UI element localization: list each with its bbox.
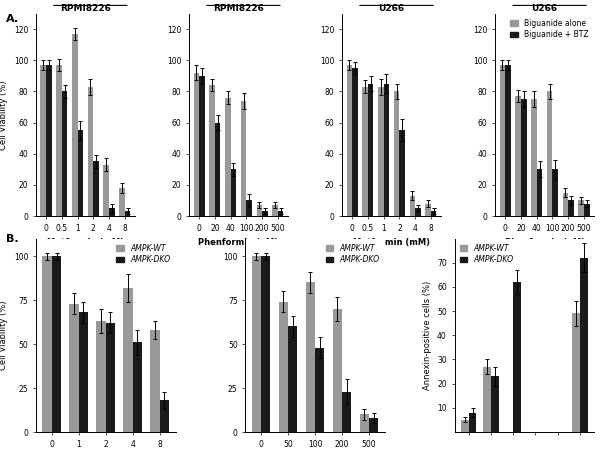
Bar: [394, 91, 400, 216]
Bar: [513, 282, 521, 432]
Bar: [119, 188, 125, 216]
Bar: [505, 65, 511, 216]
Bar: [410, 196, 415, 216]
Bar: [257, 205, 262, 216]
Bar: [305, 283, 315, 432]
Bar: [209, 85, 215, 216]
Title: RPMI8226: RPMI8226: [213, 4, 264, 13]
Legend: Biguanide alone, Biguanide + BTZ: Biguanide alone, Biguanide + BTZ: [509, 17, 590, 40]
Bar: [261, 256, 271, 432]
Bar: [40, 65, 46, 216]
Legend: AMPK-WT, AMPK-DKO: AMPK-WT, AMPK-DKO: [115, 242, 172, 266]
Bar: [272, 205, 278, 216]
Bar: [383, 84, 389, 216]
Bar: [578, 200, 584, 216]
Bar: [553, 169, 558, 216]
Bar: [347, 65, 352, 216]
X-axis label: Phenformin (uM): Phenformin (uM): [505, 238, 584, 247]
Bar: [378, 87, 383, 216]
Bar: [278, 212, 283, 216]
Bar: [46, 65, 52, 216]
Bar: [342, 392, 352, 432]
X-axis label: Metformin (mM): Metformin (mM): [353, 238, 430, 247]
Bar: [362, 87, 368, 216]
Bar: [580, 258, 587, 432]
Bar: [52, 256, 61, 432]
Bar: [483, 367, 491, 432]
Bar: [241, 101, 247, 216]
Bar: [125, 212, 130, 216]
Bar: [251, 256, 261, 432]
Bar: [93, 162, 99, 216]
Bar: [572, 314, 580, 432]
Bar: [531, 99, 537, 216]
Bar: [368, 84, 373, 216]
Bar: [106, 323, 115, 432]
Y-axis label: Cell Viability (%): Cell Viability (%): [0, 301, 8, 370]
Bar: [352, 68, 358, 216]
Bar: [288, 326, 298, 432]
Title: U266: U266: [379, 4, 404, 13]
Title: RPMI8226: RPMI8226: [60, 4, 111, 13]
Bar: [400, 130, 405, 216]
Bar: [515, 96, 521, 216]
Bar: [491, 376, 499, 432]
Bar: [56, 65, 62, 216]
Bar: [150, 330, 160, 432]
Text: A.: A.: [6, 14, 19, 23]
Bar: [133, 342, 142, 432]
Title: U266: U266: [532, 4, 557, 13]
Bar: [332, 309, 342, 432]
Bar: [425, 203, 431, 216]
Bar: [72, 34, 77, 216]
Bar: [194, 73, 199, 216]
Bar: [521, 99, 527, 216]
Bar: [199, 76, 205, 216]
Bar: [547, 91, 553, 216]
Bar: [43, 256, 52, 432]
Legend: AMPK-WT, AMPK-DKO: AMPK-WT, AMPK-DKO: [324, 242, 381, 266]
Bar: [278, 302, 288, 432]
Bar: [537, 169, 542, 216]
Bar: [469, 413, 476, 432]
Bar: [359, 414, 369, 432]
Bar: [262, 212, 268, 216]
Bar: [160, 400, 169, 432]
Bar: [97, 321, 106, 432]
Bar: [230, 169, 236, 216]
X-axis label: Metformin (mM): Metformin (mM): [47, 238, 124, 247]
X-axis label: Phenformin (uM): Phenformin (uM): [199, 238, 278, 247]
Bar: [215, 122, 220, 216]
Bar: [88, 87, 93, 216]
Bar: [62, 91, 67, 216]
Bar: [315, 347, 325, 432]
Bar: [431, 212, 436, 216]
Bar: [500, 65, 505, 216]
Bar: [109, 208, 115, 216]
Bar: [568, 200, 574, 216]
Bar: [103, 165, 109, 216]
Bar: [461, 420, 469, 432]
Y-axis label: Cell Viability (%): Cell Viability (%): [0, 80, 8, 149]
Bar: [563, 193, 568, 216]
Bar: [70, 304, 79, 432]
Bar: [584, 203, 590, 216]
Bar: [225, 98, 230, 216]
Legend: AMPK-WT, AMPK-DKO: AMPK-WT, AMPK-DKO: [458, 242, 515, 266]
Bar: [77, 130, 83, 216]
Bar: [79, 312, 88, 432]
Bar: [415, 208, 421, 216]
Bar: [123, 288, 133, 432]
Y-axis label: Annexin-positive cells (%): Annexin-positive cells (%): [422, 281, 431, 390]
Bar: [369, 418, 379, 432]
Bar: [247, 200, 252, 216]
Text: B.: B.: [6, 234, 19, 244]
